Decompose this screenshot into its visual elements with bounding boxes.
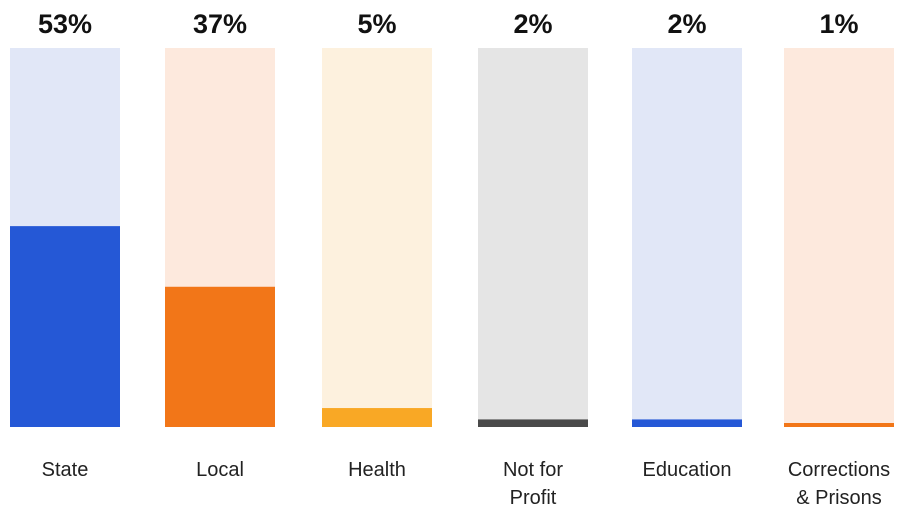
category-label-line: Profit — [510, 487, 557, 509]
value-label-0: 53% — [38, 9, 92, 39]
bar-track-2 — [322, 48, 432, 427]
bar-1 — [165, 286, 275, 427]
bar-track-5 — [784, 48, 894, 427]
category-label-line: Education — [643, 459, 732, 481]
category-label-line: Health — [348, 459, 406, 481]
category-label-line: Not for — [503, 459, 563, 481]
bar-0 — [10, 226, 120, 427]
bar-2 — [322, 408, 432, 427]
category-label-2: Health — [348, 459, 406, 481]
category-label-3: Not for Profit — [503, 459, 563, 509]
bar-track-3 — [478, 48, 588, 427]
bar-track-4 — [632, 48, 742, 427]
bar-5 — [784, 423, 894, 427]
value-label-5: 1% — [819, 9, 858, 39]
category-label-0: State — [42, 459, 89, 481]
category-label-line: & Prisons — [796, 487, 882, 509]
category-label-4: Education — [643, 459, 732, 481]
category-label-line: State — [42, 459, 89, 481]
category-label-line: Corrections — [788, 459, 890, 481]
value-label-4: 2% — [667, 9, 706, 39]
category-label-line: Local — [196, 459, 244, 481]
value-label-3: 2% — [513, 9, 552, 39]
value-label-1: 37% — [193, 9, 247, 39]
bar-3 — [478, 419, 588, 427]
bar-4 — [632, 419, 742, 427]
value-label-2: 5% — [357, 9, 396, 39]
category-label-1: Local — [196, 459, 244, 481]
category-label-5: Corrections & Prisons — [788, 459, 890, 509]
